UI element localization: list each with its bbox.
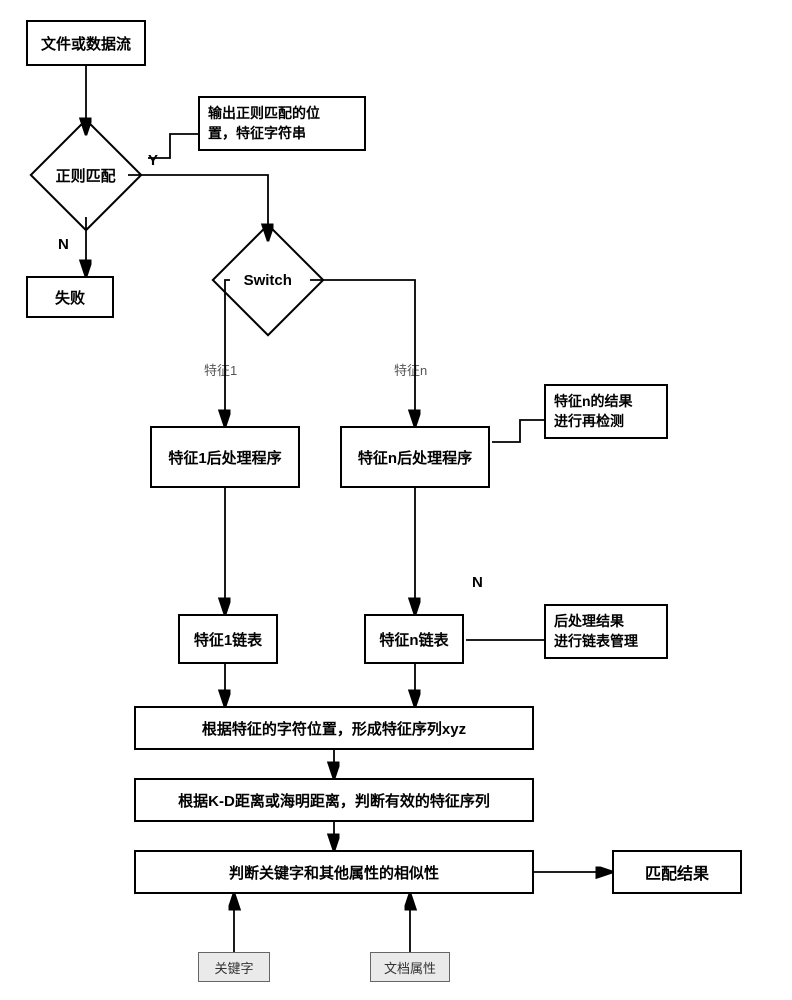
edge-label-y: Y bbox=[148, 152, 158, 169]
callout-regex-output-label: 输出正则匹配的位置，特征字符串 bbox=[208, 105, 320, 141]
seq-node: 根据特征的字符位置，形成特征序列xyz bbox=[134, 706, 534, 750]
callout-listmgmt: 后处理结果进行链表管理 bbox=[544, 604, 668, 659]
kd-label: 根据K-D距离或海明距离，判断有效的特征序列 bbox=[178, 790, 490, 811]
start-label: 文件或数据流 bbox=[41, 33, 131, 54]
regex-decision: 正则匹配 bbox=[29, 118, 142, 231]
start-node: 文件或数据流 bbox=[26, 20, 146, 66]
list1-node: 特征1链表 bbox=[178, 614, 278, 664]
docattr-label: 文档属性 bbox=[384, 958, 436, 977]
callout-listmgmt-label: 后处理结果进行链表管理 bbox=[554, 613, 638, 649]
switch-label: Switch bbox=[244, 272, 292, 289]
result-label: 匹配结果 bbox=[645, 860, 709, 884]
similar-label: 判断关键字和其他属性的相似性 bbox=[229, 862, 439, 883]
edge-label-featn: 特征n bbox=[394, 360, 427, 379]
kd-node: 根据K-D距离或海明距离，判断有效的特征序列 bbox=[134, 778, 534, 822]
listn-label: 特征n链表 bbox=[379, 629, 448, 650]
postprocn-node: 特征n后处理程序 bbox=[340, 426, 490, 488]
edge-label-n: N bbox=[58, 236, 69, 253]
callout-recheck-label: 特征n的结果进行再检测 bbox=[554, 393, 633, 429]
postprocn-label: 特征n后处理程序 bbox=[358, 447, 472, 468]
listn-node: 特征n链表 bbox=[364, 614, 464, 664]
callout-regex-output: 输出正则匹配的位置，特征字符串 bbox=[198, 96, 366, 151]
seq-label: 根据特征的字符位置，形成特征序列xyz bbox=[202, 718, 466, 739]
list1-label: 特征1链表 bbox=[194, 629, 262, 650]
switch-decision: Switch bbox=[211, 223, 324, 336]
postproc1-label: 特征1后处理程序 bbox=[168, 447, 281, 468]
fail-node: 失败 bbox=[26, 276, 114, 318]
fail-label: 失败 bbox=[55, 287, 85, 308]
keyword-label: 关键字 bbox=[214, 958, 253, 977]
similar-node: 判断关键字和其他属性的相似性 bbox=[134, 850, 534, 894]
callout-recheck: 特征n的结果进行再检测 bbox=[544, 384, 668, 439]
edge-label-n2: N bbox=[472, 574, 483, 591]
edge-label-feat1: 特征1 bbox=[204, 360, 237, 379]
docattr-terminator: 文档属性 bbox=[370, 952, 450, 982]
regex-label: 正则匹配 bbox=[56, 164, 116, 185]
result-node: 匹配结果 bbox=[612, 850, 742, 894]
keyword-terminator: 关键字 bbox=[198, 952, 270, 982]
postproc1-node: 特征1后处理程序 bbox=[150, 426, 300, 488]
